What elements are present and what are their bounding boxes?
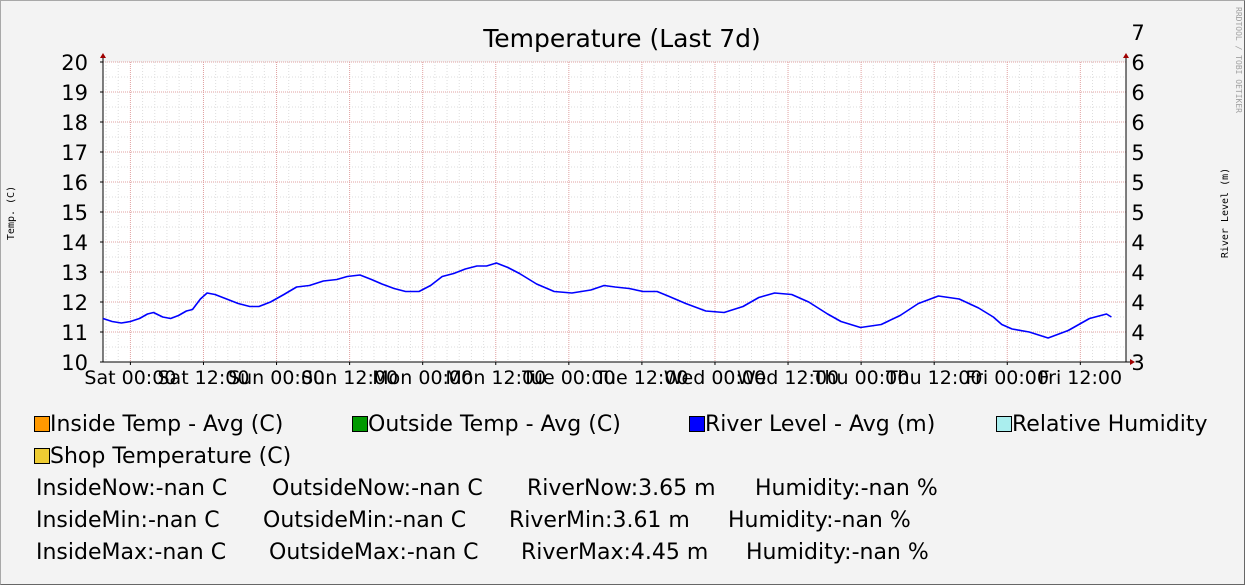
x-tick-label: Thu 12:00 <box>885 367 982 389</box>
x-axis-arrow <box>1130 359 1135 365</box>
y-axis-label-right: River Level (m) <box>1220 168 1231 258</box>
x-tick-label: Tue 00:00 <box>521 367 615 389</box>
x-tick-label: Thu 00:00 <box>812 367 909 389</box>
y-tick-label-right: 5 <box>1131 171 1144 195</box>
legend-swatch <box>352 416 368 432</box>
x-tick-label: Mon 00:00 <box>372 367 473 389</box>
y-tick-label-right: 5 <box>1131 201 1144 225</box>
x-tick-label: Sun 00:00 <box>228 367 325 389</box>
x-tick-label: Wed 12:00 <box>737 367 839 389</box>
stat-value: Humidity:-nan % <box>728 508 911 533</box>
legend-item: Inside Temp - Avg (C) <box>34 412 283 438</box>
axes: 10 11 12 13 14 15 16 17 18 19 20 3 4 4 4 4 5 5 5 6 6 6 7 Sat 00… <box>61 21 1144 389</box>
y-tick-label: 16 <box>61 171 88 195</box>
x-tick-label: Sat 12:00 <box>157 367 249 389</box>
x-tick-label: Sat 00:00 <box>84 367 176 389</box>
stat-value: OutsideMin:-nan C <box>263 508 467 533</box>
y-tick-label-right: 6 <box>1131 111 1144 135</box>
y-tick-label-right: 6 <box>1131 81 1144 105</box>
stat-value: OutsideNow:-nan C <box>272 476 483 501</box>
x-tick-label: Sun 12:00 <box>301 367 398 389</box>
y-axis-arrow <box>100 53 106 58</box>
legend-swatch <box>996 416 1012 432</box>
y-axis-label: Temp. (C) <box>6 186 17 240</box>
stat-value: OutsideMax:-nan C <box>269 540 479 565</box>
legend-label: Outside Temp - Avg (C) <box>368 412 621 437</box>
y-tick-label: 12 <box>61 291 88 315</box>
watermark: RRDTOOL / TOBI OETIKER <box>1234 7 1243 113</box>
legend-item: River Level - Avg (m) <box>689 412 935 438</box>
stat-value: RiverMin:3.61 m <box>509 508 690 533</box>
grid <box>103 61 1126 363</box>
y-tick-label: 17 <box>61 141 88 165</box>
y-tick-label-right: 5 <box>1131 141 1144 165</box>
y-tick-label: 11 <box>61 321 88 345</box>
y-tick-label: 20 <box>61 51 88 75</box>
legend-swatch <box>34 448 50 464</box>
y-tick-label-right: 4 <box>1131 321 1144 345</box>
y-tick-label-right: 7 <box>1131 21 1144 45</box>
y-tick-label: 19 <box>61 81 88 105</box>
stat-value: InsideMax:-nan C <box>36 540 227 565</box>
x-tick-label: Fri 12:00 <box>1039 367 1122 389</box>
y-tick-label: 10 <box>61 351 88 375</box>
y-tick-label-right: 4 <box>1131 231 1144 255</box>
legend-swatch <box>689 416 705 432</box>
stat-value: RiverNow:3.65 m <box>527 476 716 501</box>
y-tick-label: 18 <box>61 111 88 135</box>
stat-value: Humidity:-nan % <box>746 540 929 565</box>
x-tick-label: Fri 00:00 <box>966 367 1049 389</box>
y-tick-label-right: 4 <box>1131 291 1144 315</box>
legend-swatch <box>34 416 50 432</box>
legend-item: Relative Humidity <box>996 412 1207 438</box>
legend-label: Shop Temperature (C) <box>50 444 292 469</box>
series-line-river-level <box>102 262 1112 339</box>
chart-title: Temperature (Last 7d) <box>482 24 761 53</box>
y-tick-label-right: 4 <box>1131 261 1144 285</box>
stat-value: Humidity:-nan % <box>755 476 938 501</box>
legend-label: Inside Temp - Avg (C) <box>50 412 284 437</box>
stat-value: InsideNow:-nan C <box>36 476 228 501</box>
y-axis-right-arrow <box>1123 53 1129 58</box>
legend-label: Relative Humidity <box>1012 412 1208 437</box>
legend-item: Outside Temp - Avg (C) <box>352 412 621 438</box>
stat-value: RiverMax:4.45 m <box>521 540 709 565</box>
y-tick-label-right: 3 <box>1131 351 1144 375</box>
legend-label: River Level - Avg (m) <box>705 412 936 437</box>
x-tick-label: Mon 12:00 <box>445 367 546 389</box>
y-tick-label: 14 <box>61 231 88 255</box>
series-layer <box>102 262 1112 339</box>
y-tick-label: 13 <box>61 261 88 285</box>
y-tick-label: 15 <box>61 201 88 225</box>
x-tick-label: Tue 12:00 <box>594 367 688 389</box>
y-tick-label-right: 6 <box>1131 51 1144 75</box>
legend-item: Shop Temperature (C) <box>34 444 291 470</box>
x-tick-label: Wed 00:00 <box>664 367 766 389</box>
stat-value: InsideMin:-nan C <box>36 508 220 533</box>
